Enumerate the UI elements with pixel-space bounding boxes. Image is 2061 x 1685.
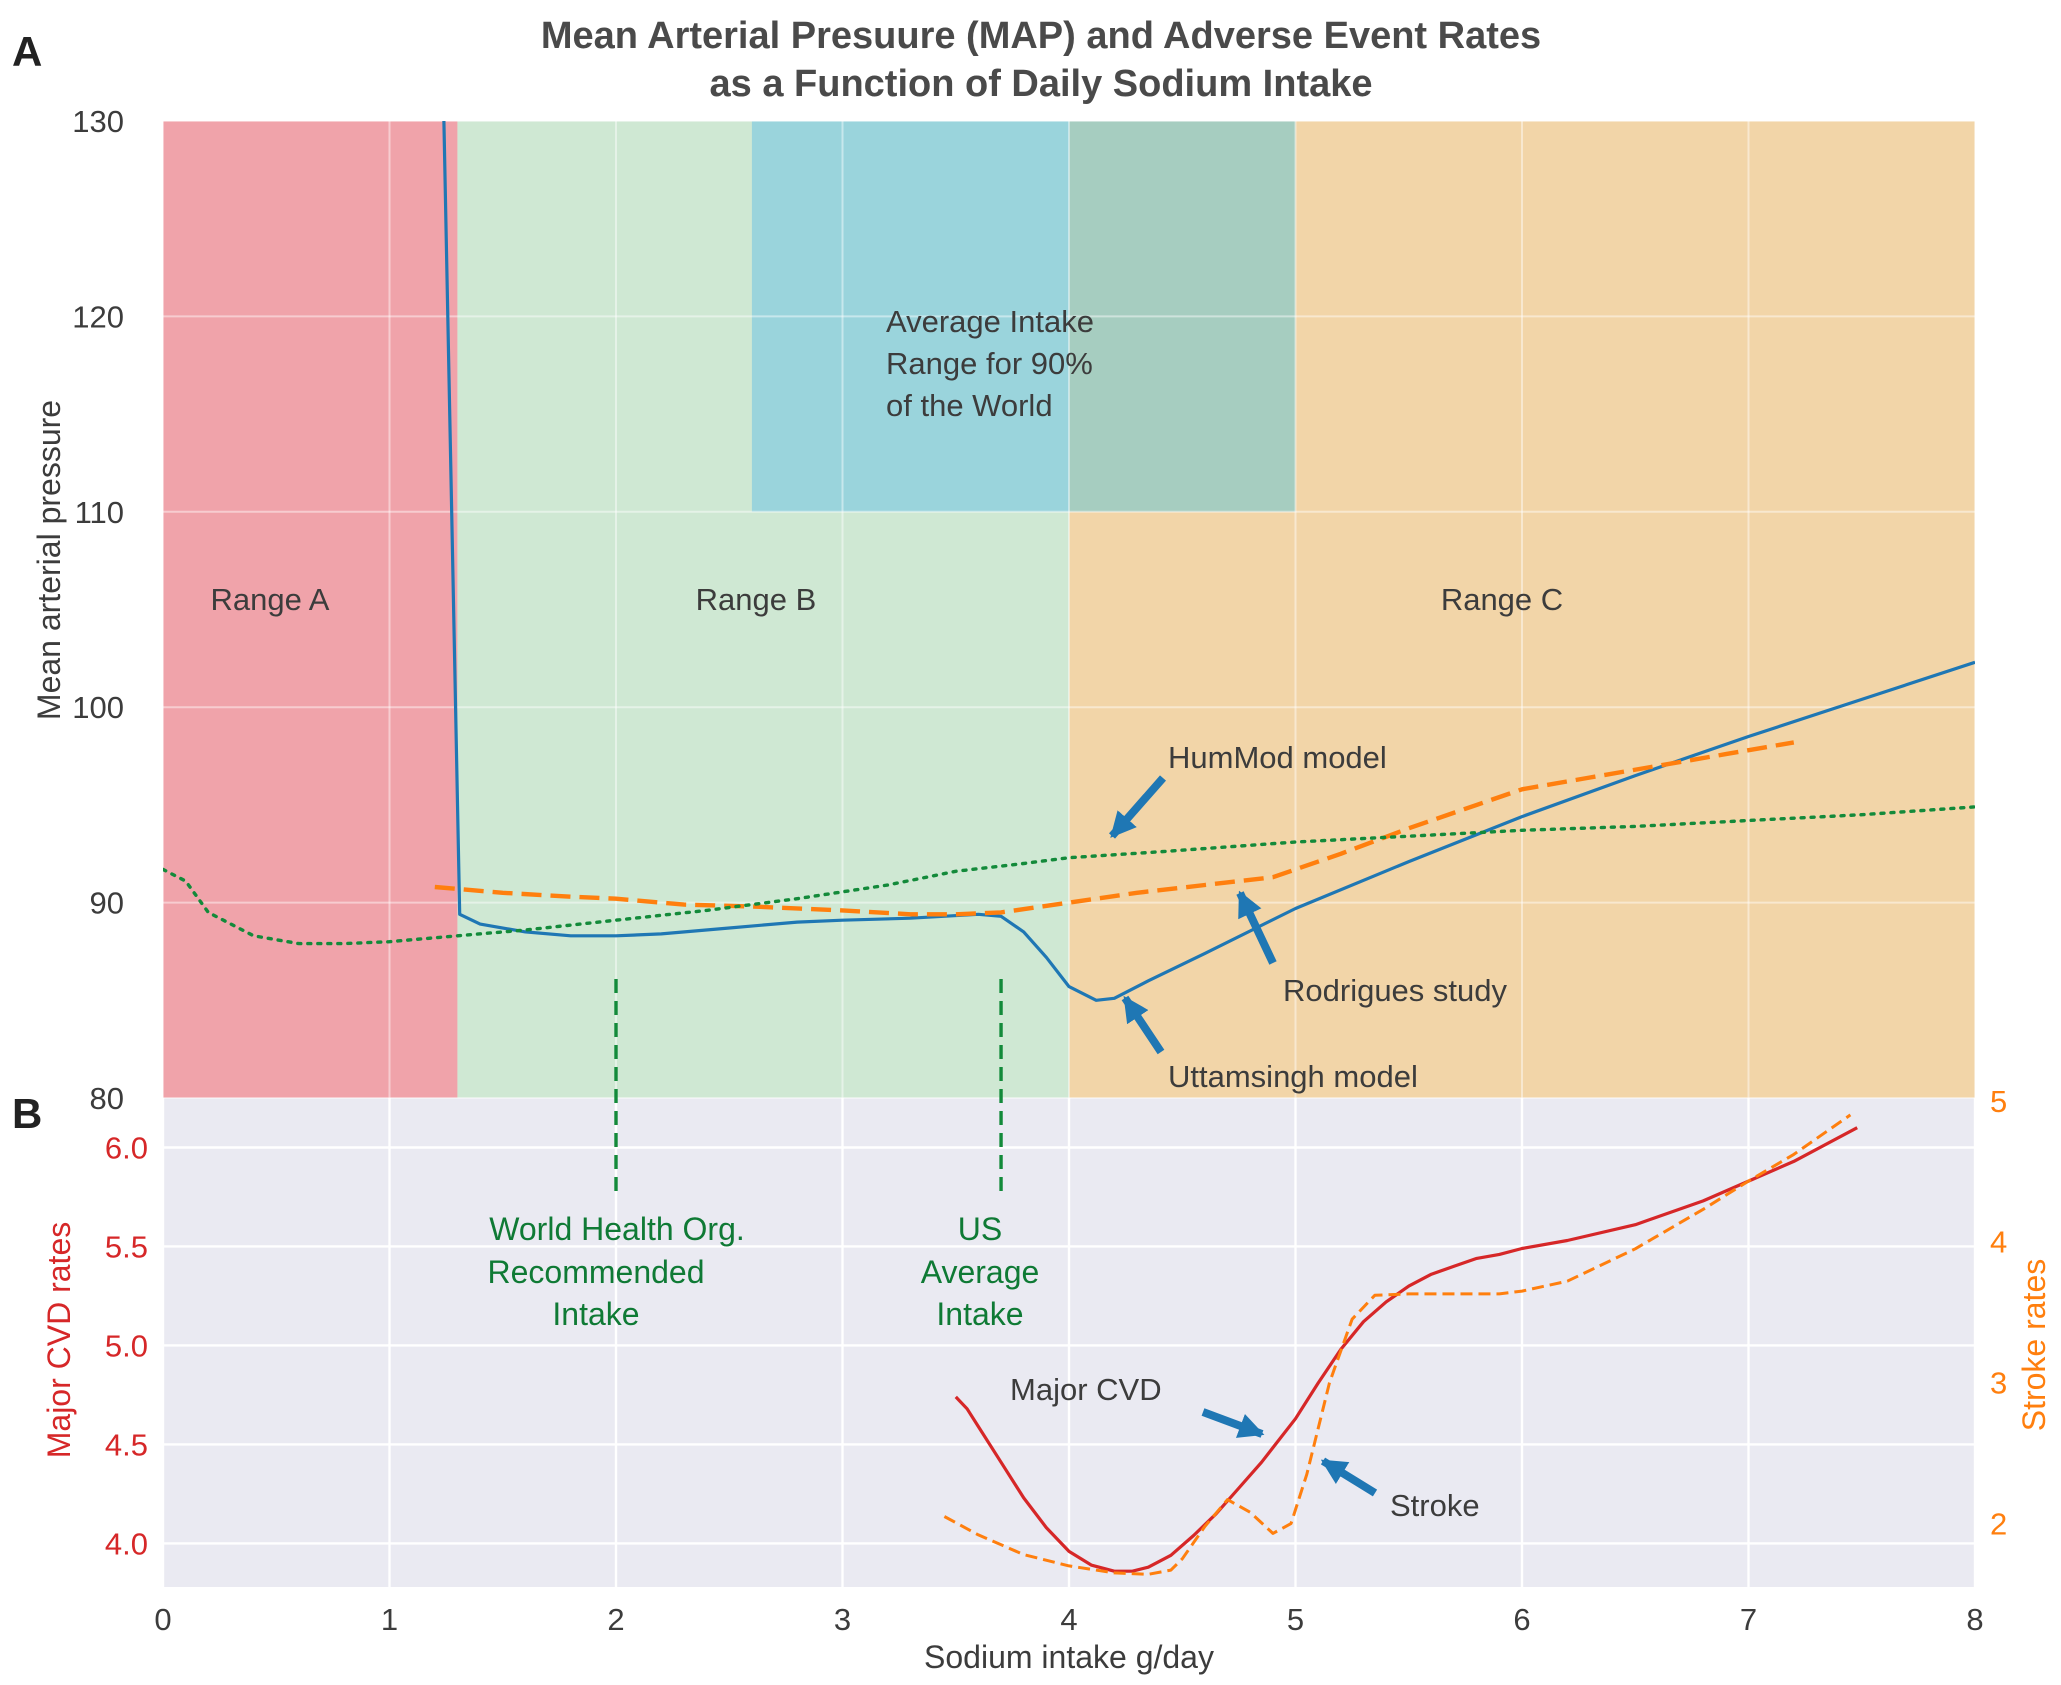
region-1-fill: [163, 121, 458, 1098]
stroke-annotation: Stroke: [1390, 1488, 1480, 1523]
range-regions: [163, 121, 1975, 1098]
x-tick-label: 1: [381, 1602, 398, 1637]
series-major-cvd-line: [954, 1126, 1858, 1573]
panel-a-y-tick-label: 120: [72, 299, 124, 334]
panel-b-series: [943, 1113, 1858, 1576]
chart-title-line-1: Mean Arterial Presuure (MAP) and Adverse…: [541, 15, 1541, 57]
panel-a-y-ticks: 80 90 100 110 120 130: [72, 104, 124, 1116]
panel-b-right-y-tick-label: 5: [1990, 1084, 2007, 1119]
series-rodrigues-study-line: [434, 740, 1795, 917]
uttamsingh-arrow: [1121, 995, 1165, 1055]
panel-b-left-y-tick-label: 4.0: [105, 1526, 148, 1561]
world-band-overlap-fill: [1069, 121, 1296, 512]
panel-b-right-y-tick-label: 3: [1990, 1366, 2007, 1401]
x-tick-label: 3: [834, 1602, 851, 1637]
x-tick-label: 6: [1513, 1602, 1530, 1637]
who-label-line-2: Recommended: [488, 1254, 705, 1290]
panel-a-y-tick-label: 90: [90, 886, 124, 921]
panel-a-grid: [162, 120, 1976, 1099]
stroke-arrow: [1320, 1457, 1378, 1497]
x-tick-label: 8: [1966, 1602, 1983, 1637]
panel-b-left-y-tick-label: 5.0: [105, 1328, 148, 1363]
us-label-line-2: Average: [921, 1254, 1040, 1290]
panel-b-left-y-tick-label: 6.0: [105, 1130, 148, 1165]
who-label-line-3: Intake: [552, 1296, 639, 1332]
x-tick-label: 7: [1740, 1602, 1757, 1637]
panel-a-y-tick-label: 100: [72, 690, 124, 725]
rodrigues-arrow: [1236, 890, 1277, 965]
panel-b-right-y-tick-label: 4: [1990, 1225, 2007, 1260]
chart-title-line-2: as a Function of Daily Sodium Intake: [710, 63, 1373, 105]
range-b-label: Range B: [696, 582, 817, 617]
panel-a-y-tick-label: 130: [72, 104, 124, 139]
x-tick-label: 2: [607, 1602, 624, 1637]
reference-lines: [614, 979, 1003, 1196]
panel-a-y-axis-label: Mean arterial pressure: [31, 400, 67, 720]
who-label-line-1: World Health Org.: [489, 1211, 745, 1247]
uttamsingh-annotation: Uttamsingh model: [1168, 1059, 1418, 1094]
panel-b-right-y-tick-label: 2: [1990, 1507, 2007, 1542]
panel-b-left-y-tick-label: 4.5: [105, 1427, 148, 1462]
x-tick-label: 5: [1287, 1602, 1304, 1637]
rodrigues-annotation: Rodrigues study: [1283, 973, 1508, 1008]
panel-a-y-tick-label: 80: [90, 1081, 124, 1116]
us-label-line-1: US: [958, 1211, 1002, 1247]
panel-b-left-y-tick-label: 5.5: [105, 1229, 148, 1264]
annotation-arrows: [1108, 775, 1378, 1497]
world-band-label-line-2: Range for 90%: [886, 346, 1093, 381]
panel-a-series: [163, 121, 1975, 1002]
major-cvd-arrow: [1201, 1408, 1265, 1438]
major-cvd-annotation: Major CVD: [1010, 1372, 1162, 1407]
series-stroke-line: [943, 1113, 1852, 1576]
panel-b-left-y-ticks: 4.0 4.5 5.0 5.5 6.0: [105, 1130, 148, 1561]
panel-a-y-tick-label: 110: [75, 495, 124, 530]
world-band-label-line-3: of the World: [886, 388, 1053, 423]
x-tick-label: 4: [1060, 1602, 1077, 1637]
panel-a-letter: A: [12, 28, 42, 75]
panel-b-right-y-axis-label: Stroke rates: [2016, 1259, 2052, 1432]
us-label-line-3: Intake: [936, 1296, 1023, 1332]
hummod-arrow: [1108, 775, 1167, 839]
panel-b-right-y-ticks: 2 3 4 5: [1990, 1084, 2007, 1542]
panel-b-letter: B: [12, 1090, 42, 1137]
range-a-label: Range A: [211, 582, 330, 617]
x-tick-label: 0: [154, 1602, 171, 1637]
x-axis-label: Sodium intake g/day: [924, 1639, 1214, 1675]
world-band-fill: [751, 121, 1069, 512]
panel-b-left-y-axis-label: Major CVD rates: [41, 1222, 77, 1459]
world-band-label-line-1: Average Intake: [886, 304, 1094, 339]
range-c-label: Range C: [1441, 582, 1563, 617]
x-axis-ticks: 0 1 2 3 4 5 6 7 8: [154, 1602, 1983, 1637]
hummod-annotation: HumMod model: [1168, 740, 1387, 775]
series-hummod-model-line: [163, 805, 1975, 946]
